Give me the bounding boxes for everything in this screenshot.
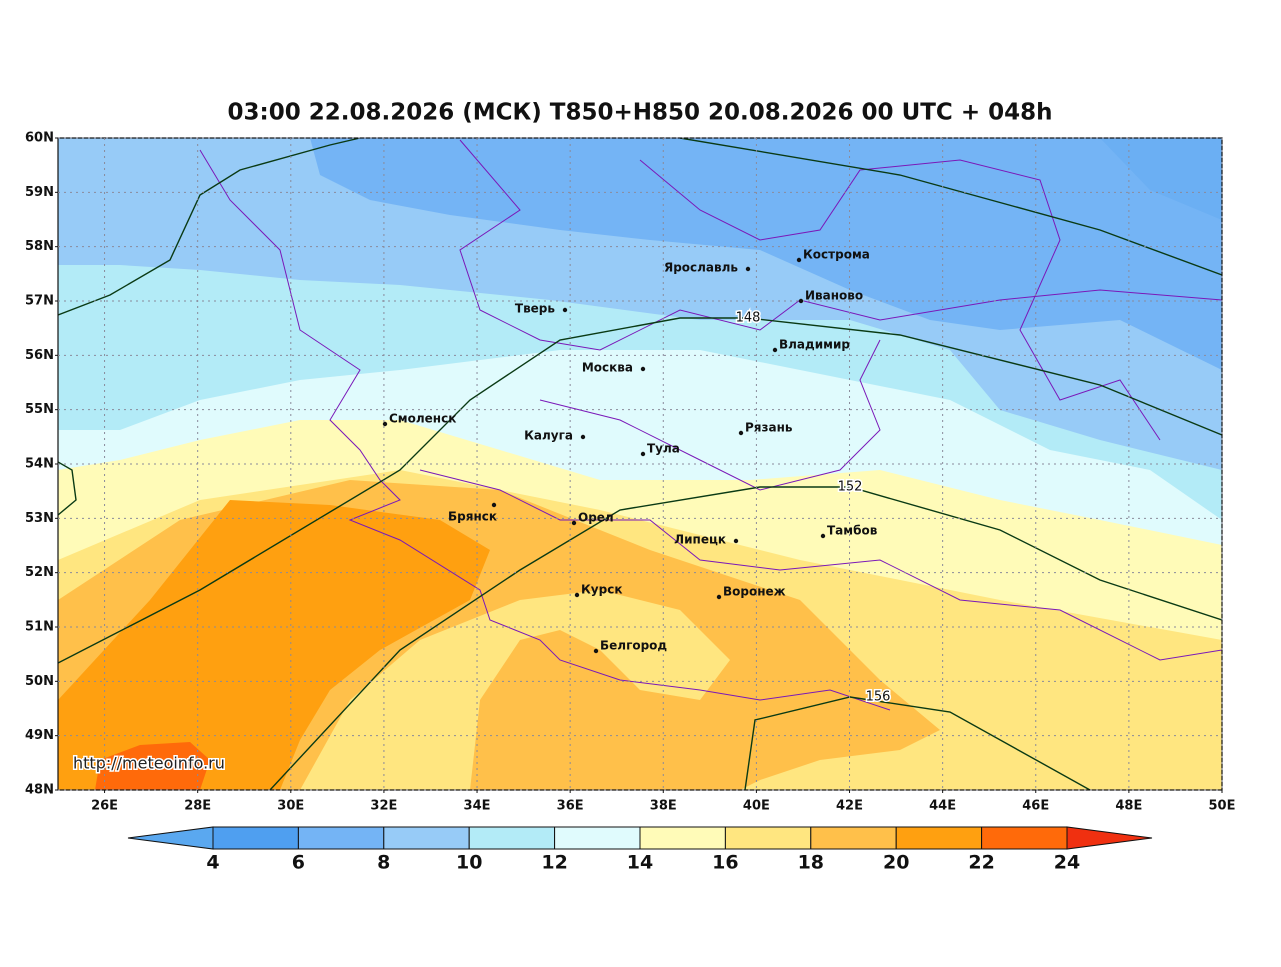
colorbar-tick-label: 8 <box>377 852 390 874</box>
city-marker <box>820 533 826 539</box>
colorbar-tick-label: 18 <box>798 852 824 874</box>
city-label: Липецк <box>674 533 726 547</box>
city-marker <box>640 451 646 457</box>
colorbar-tick-label: 20 <box>883 852 909 874</box>
lat-tick-label: 58N <box>25 239 54 254</box>
lon-tick-label: 50E <box>1209 799 1236 814</box>
city-label: Москва <box>582 361 633 375</box>
lat-tick-label: 54N <box>25 457 54 472</box>
city-marker <box>738 430 744 436</box>
geopotential-contour <box>58 317 1222 664</box>
city-label: Смоленск <box>389 412 456 426</box>
colorbar-tick-label: 22 <box>968 852 994 874</box>
colorbar-tick-label: 6 <box>292 852 305 874</box>
city-marker <box>745 266 751 272</box>
lon-tick-label: 44E <box>929 799 956 814</box>
contour-label: 156 <box>866 690 891 705</box>
lat-tick-label: 52N <box>25 565 54 580</box>
colorbar-segment <box>895 826 983 850</box>
contour-label: 152 <box>838 480 863 495</box>
city-label: Калуга <box>524 429 573 443</box>
colorbar-tick-label: 10 <box>456 852 482 874</box>
lat-tick-label: 49N <box>25 728 54 743</box>
colorbar-tick-label: 12 <box>541 852 567 874</box>
colorbar-segment <box>981 826 1068 850</box>
city-label: Кострома <box>803 248 870 262</box>
lon-tick-label: 42E <box>836 799 863 814</box>
lon-tick-label: 40E <box>743 799 770 814</box>
city-label: Тверь <box>515 302 556 316</box>
lat-tick-label: 56N <box>25 348 54 363</box>
colorbar-segment <box>212 826 299 850</box>
colorbar-segment <box>297 826 385 850</box>
colorbar-segment <box>468 826 556 850</box>
city-label: Курск <box>581 583 622 597</box>
colorbar-segment <box>639 826 726 850</box>
city-label: Белгород <box>600 639 667 653</box>
geopotential-contour <box>58 138 361 316</box>
colorbar-segment <box>810 826 897 850</box>
contour-label: 148 <box>736 311 761 326</box>
lon-tick-label: 48E <box>1115 799 1142 814</box>
city-marker <box>640 366 646 372</box>
city-marker <box>716 594 722 600</box>
city-label: Владимир <box>779 338 850 352</box>
city-marker <box>798 298 804 304</box>
city-marker <box>796 257 802 263</box>
lon-tick-label: 34E <box>464 799 491 814</box>
city-label: Воронеж <box>723 585 786 599</box>
lat-tick-label: 51N <box>25 620 54 635</box>
city-marker <box>571 520 577 526</box>
colorbar-tick-label: 16 <box>712 852 738 874</box>
lat-tick-label: 53N <box>25 511 54 526</box>
city-marker <box>562 307 568 313</box>
lon-tick-label: 36E <box>557 799 584 814</box>
geopotential-contour <box>679 138 1222 276</box>
city-marker <box>491 502 497 508</box>
lat-tick-label: 60N <box>25 131 54 146</box>
lat-tick-label: 48N <box>25 783 54 798</box>
lon-tick-label: 46E <box>1022 799 1049 814</box>
city-marker <box>593 648 599 654</box>
city-marker <box>733 538 739 544</box>
geopotential-contour <box>58 461 77 516</box>
colorbar-segment <box>554 826 641 850</box>
city-marker <box>580 434 586 440</box>
lat-tick-label: 55N <box>25 402 54 417</box>
city-label: Брянск <box>448 510 497 524</box>
city-label: Орел <box>578 511 614 525</box>
colorbar-segment <box>383 826 470 850</box>
city-label: Ярославль <box>664 261 738 275</box>
colorbar-over <box>1066 826 1153 850</box>
lat-tick-label: 50N <box>25 674 54 689</box>
geopotential-contour <box>269 486 1222 790</box>
lat-tick-label: 57N <box>25 294 54 309</box>
lat-tick-label: 59N <box>25 185 54 200</box>
lon-tick-label: 38E <box>650 799 677 814</box>
city-label: Тула <box>647 442 680 456</box>
city-label: Тамбов <box>827 524 878 538</box>
colorbar-segment <box>724 826 812 850</box>
city-label: Рязань <box>745 421 793 435</box>
city-marker <box>772 347 778 353</box>
lon-tick-label: 32E <box>370 799 397 814</box>
city-marker <box>574 592 580 598</box>
credit: http://meteoinfo.ru <box>73 754 225 773</box>
colorbar-under <box>127 826 214 850</box>
colorbar-tick-label: 14 <box>627 852 653 874</box>
map-title: 03:00 22.08.2026 (МСК) T850+H850 20.08.2… <box>227 100 1052 126</box>
city-label: Иваново <box>805 289 863 303</box>
city-marker <box>382 421 388 427</box>
lon-tick-label: 28E <box>184 799 211 814</box>
colorbar-tick-label: 4 <box>206 852 219 874</box>
lon-tick-label: 30E <box>277 799 304 814</box>
lon-tick-label: 26E <box>91 799 118 814</box>
colorbar-tick-label: 24 <box>1054 852 1080 874</box>
